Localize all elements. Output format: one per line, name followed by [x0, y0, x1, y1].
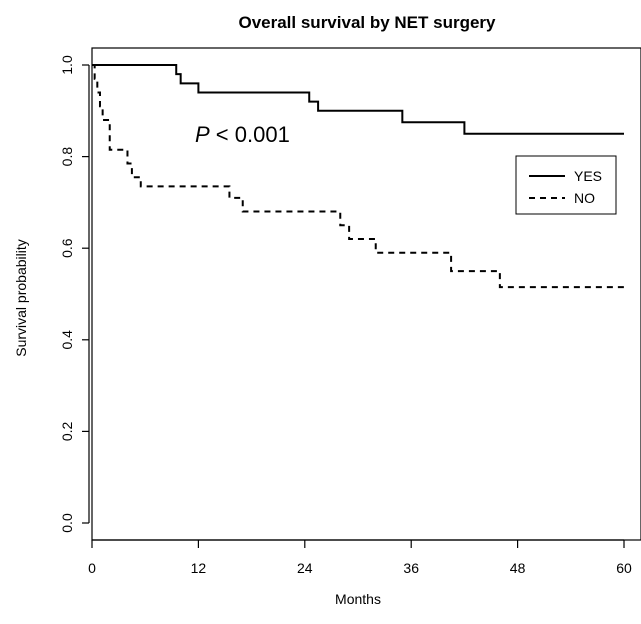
x-axis-label: Months — [335, 591, 381, 607]
x-axis: 0 12 24 36 48 60 — [88, 539, 632, 576]
series-layer — [92, 64, 624, 289]
p-value-annotation: P < 0.001 — [195, 122, 290, 147]
x-tick-label: 60 — [616, 560, 632, 576]
plot-frame — [91, 47, 641, 541]
survival-curve-yes — [92, 64, 624, 135]
y-tick-label: 0.8 — [59, 147, 75, 167]
legend-label-no: NO — [574, 190, 595, 206]
y-tick-label: 1.0 — [59, 55, 75, 75]
y-axis: 0.0 0.2 0.4 0.6 0.8 1.0 — [59, 55, 90, 533]
y-tick-label: 0.4 — [59, 330, 75, 350]
y-tick-label: 0.0 — [59, 513, 75, 533]
y-tick-label: 0.2 — [59, 421, 75, 441]
y-axis-label: Survival probability — [13, 239, 29, 357]
p-value-text: < 0.001 — [210, 122, 290, 147]
chart-title: Overall survival by NET surgery — [238, 13, 496, 32]
p-value-symbol: P — [195, 122, 210, 147]
legend-label-yes: YES — [574, 168, 602, 184]
survival-curve-no — [92, 64, 624, 289]
legend: YES NO — [515, 155, 617, 215]
x-tick-label: 48 — [510, 560, 526, 576]
y-tick-label: 0.6 — [59, 238, 75, 258]
x-tick-label: 12 — [191, 560, 207, 576]
x-tick-label: 0 — [88, 560, 96, 576]
x-tick-label: 24 — [297, 560, 313, 576]
legend-box — [515, 155, 617, 215]
x-tick-label: 36 — [403, 560, 419, 576]
